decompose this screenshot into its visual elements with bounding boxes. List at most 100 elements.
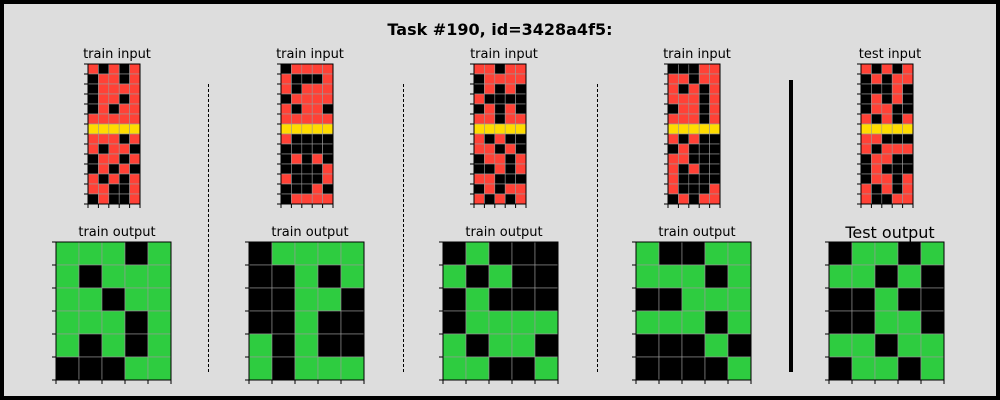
grid-cell	[920, 264, 945, 289]
grid-cell	[658, 241, 683, 266]
grid-cell	[311, 183, 323, 195]
grid-cell	[101, 287, 126, 312]
grid-cell	[98, 143, 110, 155]
grid-cell	[678, 73, 690, 85]
grid-cell	[484, 83, 496, 95]
grid-cell	[294, 241, 319, 266]
grid-cell	[271, 310, 296, 335]
grid-cell	[340, 264, 365, 289]
grid-cell	[340, 356, 365, 381]
grid-cell	[129, 133, 141, 145]
grid-cell	[55, 310, 80, 335]
grid-cell	[688, 163, 700, 175]
grid-cell	[147, 356, 172, 381]
grid-cell	[87, 113, 99, 125]
grid-cell	[704, 241, 729, 266]
grid-cell	[108, 143, 120, 155]
grid-cell	[473, 83, 485, 95]
grid-cell	[897, 333, 922, 358]
grid-cell	[271, 287, 296, 312]
grid-cell	[891, 113, 903, 125]
grid-cell	[129, 103, 141, 115]
grid-cell	[511, 264, 536, 289]
grid-cell	[727, 287, 752, 312]
grid-cell	[98, 73, 110, 85]
grid-cell	[340, 333, 365, 358]
grid-cell	[311, 103, 323, 115]
grid-cell	[291, 113, 303, 125]
grid-cell	[301, 143, 313, 155]
grid-cell	[291, 193, 303, 205]
grid-cell	[688, 143, 700, 155]
grid-cell	[311, 153, 323, 165]
grid-cell	[55, 287, 80, 312]
grid-cell	[698, 193, 710, 205]
grid-cell	[902, 133, 914, 145]
grid-cell	[658, 333, 683, 358]
grid-cell	[881, 63, 893, 75]
grid-cell	[891, 93, 903, 105]
grid-cell	[504, 143, 516, 155]
grid-cell	[340, 241, 365, 266]
grid-cell	[658, 310, 683, 335]
grid-cell	[494, 193, 506, 205]
grid-cell	[688, 103, 700, 115]
grid-cell	[881, 163, 893, 175]
grid-cell	[658, 264, 683, 289]
grid-cell	[635, 310, 660, 335]
grid-cell	[860, 93, 872, 105]
grid-cell	[494, 83, 506, 95]
grid-cell	[897, 310, 922, 335]
grid-cell	[473, 183, 485, 195]
grid-cell	[635, 356, 660, 381]
grid-cell	[488, 264, 513, 289]
grid-cell	[874, 356, 899, 381]
grid-cell	[860, 123, 872, 135]
grid-cell	[902, 103, 914, 115]
grid-cell	[920, 333, 945, 358]
grid-cell	[124, 310, 149, 335]
grid-cell	[301, 93, 313, 105]
grid-cell	[473, 73, 485, 85]
grid-cell	[78, 356, 103, 381]
grid-cell	[881, 93, 893, 105]
grid-cell	[891, 173, 903, 185]
grid-cell	[294, 287, 319, 312]
grid-cell	[129, 63, 141, 75]
grid-cell	[727, 310, 752, 335]
grid-cell	[871, 173, 883, 185]
grid-cell	[317, 287, 342, 312]
grid-cell	[709, 163, 721, 175]
grid-cell	[280, 173, 292, 185]
grid-cell	[78, 333, 103, 358]
grid-cell	[108, 113, 120, 125]
grid-cell	[874, 241, 899, 266]
grid-cell	[891, 73, 903, 85]
grid-cell	[851, 287, 876, 312]
grid-cell	[488, 241, 513, 266]
grid-cell	[851, 333, 876, 358]
grid-cell	[709, 183, 721, 195]
grid-cell	[55, 241, 80, 266]
grid-cell	[534, 264, 559, 289]
grid-cell	[129, 173, 141, 185]
grid-cell	[98, 183, 110, 195]
test-output-label: Test output	[845, 223, 935, 242]
grid-cell	[871, 93, 883, 105]
grid-cell	[515, 133, 527, 145]
grid-cell	[147, 287, 172, 312]
grid-cell	[294, 264, 319, 289]
grid-cell	[108, 153, 120, 165]
grid-cell	[301, 153, 313, 165]
grid-cell	[891, 63, 903, 75]
grid-cell	[709, 113, 721, 125]
grid-cell	[147, 333, 172, 358]
grid-cell	[248, 310, 273, 335]
grid-cell	[504, 63, 516, 75]
grid-cell	[322, 193, 334, 205]
grid-cell	[108, 173, 120, 185]
grid-cell	[291, 183, 303, 195]
grid-cell	[118, 193, 130, 205]
grid-cell	[301, 173, 313, 185]
grid-cell	[860, 133, 872, 145]
